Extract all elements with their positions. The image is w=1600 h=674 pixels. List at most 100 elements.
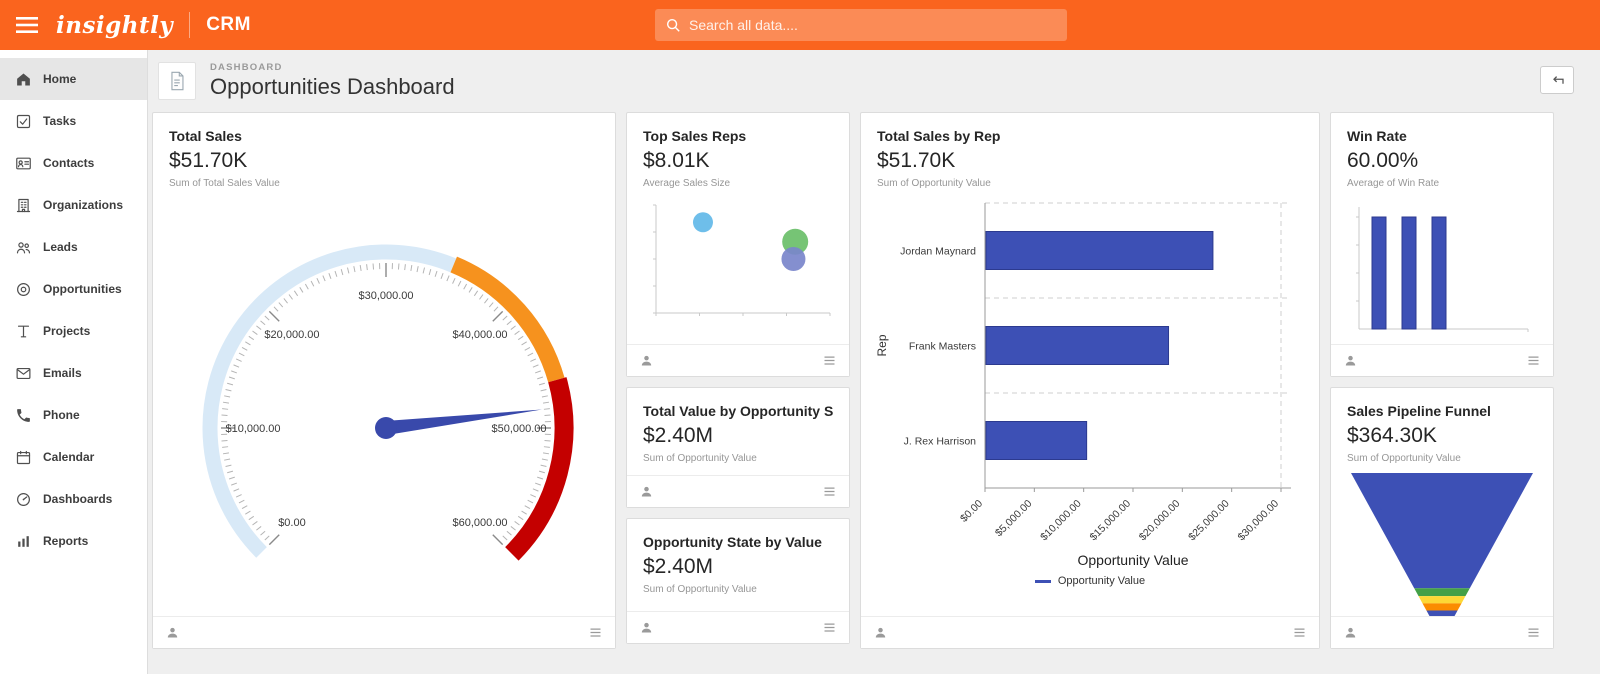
card-opportunity-state: Opportunity State by Value $2.40M Sum of… [626,518,850,644]
hamburger-menu-icon[interactable] [16,17,38,33]
list-icon[interactable] [1292,625,1307,640]
sidebar-item-emails[interactable]: Emails [0,352,147,394]
svg-text:$60,000.00: $60,000.00 [453,517,508,529]
sidebar-item-label: Phone [43,408,80,422]
sidebar-item-organizations[interactable]: Organizations [0,184,147,226]
sidebar-item-label: Calendar [43,450,95,464]
card-top-sales-reps: Top Sales Reps $8.01K Average Sales Size [626,112,850,377]
card-title: Opportunity State by Value [643,534,822,550]
card-subtitle: Sum of Total Sales Value [169,178,280,189]
dashboard-grid: Total Sales $51.70K Sum of Total Sales V… [148,112,1600,649]
card-value: $2.40M [643,424,714,447]
list-icon[interactable] [822,353,837,368]
sidebar-item-label: Home [43,72,77,86]
list-icon[interactable] [1526,353,1541,368]
win-rate-column-chart [1356,207,1529,332]
list-icon[interactable] [822,620,837,635]
search-icon [666,18,680,32]
card-subtitle: Sum of Opportunity Value [1347,453,1461,464]
projects-icon [17,325,30,337]
svg-text:Frank Masters: Frank Masters [909,341,976,353]
card-total-sales-by-rep: Total Sales by Rep $51.70K Sum of Opport… [860,112,1320,649]
top-bar: insightly CRM [0,0,1600,50]
sidebar: Home Tasks Contacts Organizations Leads … [0,50,148,674]
legend-label: Opportunity Value [1057,575,1146,587]
dashboard-doc-tile [158,62,196,100]
opportunities-target-icon [17,282,30,296]
reports-bars-icon [18,535,29,547]
svg-text:$0.00: $0.00 [278,517,306,529]
organization-building-icon [16,198,31,212]
svg-text:Jordan Maynard: Jordan Maynard [900,246,976,258]
sidebar-item-label: Organizations [43,198,124,212]
card-value: $364.30K [1347,424,1437,447]
card-value: 60.00% [1347,149,1419,172]
email-envelope-icon [16,367,31,379]
sidebar-item-leads[interactable]: Leads [0,226,147,268]
leads-people-icon [16,241,31,253]
card-title: Total Sales [169,128,242,144]
user-icon[interactable] [1343,625,1358,640]
card-value: $51.70K [169,149,248,172]
page-title: Opportunities Dashboard [210,74,455,99]
svg-text:$5,000.00: $5,000.00 [993,498,1035,540]
sidebar-item-projects[interactable]: Projects [0,310,147,352]
sidebar-item-home[interactable]: Home [0,58,147,100]
card-sales-pipeline-funnel: Sales Pipeline Funnel $364.30K Sum of Op… [1330,387,1554,649]
card-total-value-by-stage: Total Value by Opportunity S... $2.40M S… [626,387,850,508]
breadcrumb: DASHBOARD [210,62,283,73]
card-title: Total Sales by Rep [877,128,1001,144]
list-icon[interactable] [588,625,603,640]
user-icon[interactable] [639,353,654,368]
svg-text:$15,000.00: $15,000.00 [1087,498,1133,544]
user-icon[interactable] [873,625,888,640]
page-header: DASHBOARD Opportunities Dashboard [148,50,1600,112]
search-input[interactable] [689,17,1057,33]
sidebar-item-opportunities[interactable]: Opportunities [0,268,147,310]
contacts-icon [16,157,31,169]
user-icon[interactable] [639,620,654,635]
card-value: $8.01K [643,149,710,172]
svg-text:Opportunity Value: Opportunity Value [1077,552,1188,568]
phone-icon [17,408,30,422]
brand-divider [189,12,191,38]
card-footer [627,475,849,507]
user-icon[interactable] [165,625,180,640]
card-subtitle: Average Sales Size [643,178,731,189]
sidebar-item-reports[interactable]: Reports [0,520,147,562]
svg-text:$30,000.00: $30,000.00 [1235,498,1281,544]
sidebar-item-tasks[interactable]: Tasks [0,100,147,142]
user-icon[interactable] [1343,353,1358,368]
svg-text:J. Rex Harrison: J. Rex Harrison [904,436,977,448]
global-search[interactable] [655,9,1067,41]
sidebar-item-phone[interactable]: Phone [0,394,147,436]
sidebar-item-label: Emails [43,366,82,380]
card-title: Total Value by Opportunity S... [643,403,833,419]
chart-legend: Opportunity Value [861,575,1319,587]
list-icon[interactable] [1526,625,1541,640]
dashboards-gauge-icon [17,492,30,506]
sidebar-item-dashboards[interactable]: Dashboards [0,478,147,520]
back-arrow-icon [1553,76,1564,84]
list-icon[interactable] [822,484,837,499]
card-footer [1331,616,1553,648]
legend-swatch [1034,579,1051,583]
card-total-sales: Total Sales $51.70K Sum of Total Sales V… [152,112,616,649]
svg-text:$10,000.00: $10,000.00 [1038,498,1084,544]
card-value: $51.70K [877,149,956,172]
sidebar-item-calendar[interactable]: Calendar [0,436,147,478]
sidebar-item-contacts[interactable]: Contacts [0,142,147,184]
user-icon[interactable] [639,484,654,499]
insightly-logo: insightly [56,11,174,39]
svg-text:$20,000.00: $20,000.00 [1137,498,1183,544]
svg-text:$20,000.00: $20,000.00 [264,329,319,341]
card-win-rate: Win Rate 60.00% Average of Win Rate [1330,112,1554,377]
sidebar-item-label: Leads [43,240,78,254]
sidebar-item-label: Opportunities [43,282,122,296]
back-button[interactable] [1540,66,1574,94]
svg-text:$10,000.00: $10,000.00 [225,423,280,435]
product-name: CRM [206,14,251,35]
home-icon [17,72,30,86]
sidebar-item-label: Reports [43,534,89,548]
sales-pipeline-funnel-chart [1351,473,1533,617]
